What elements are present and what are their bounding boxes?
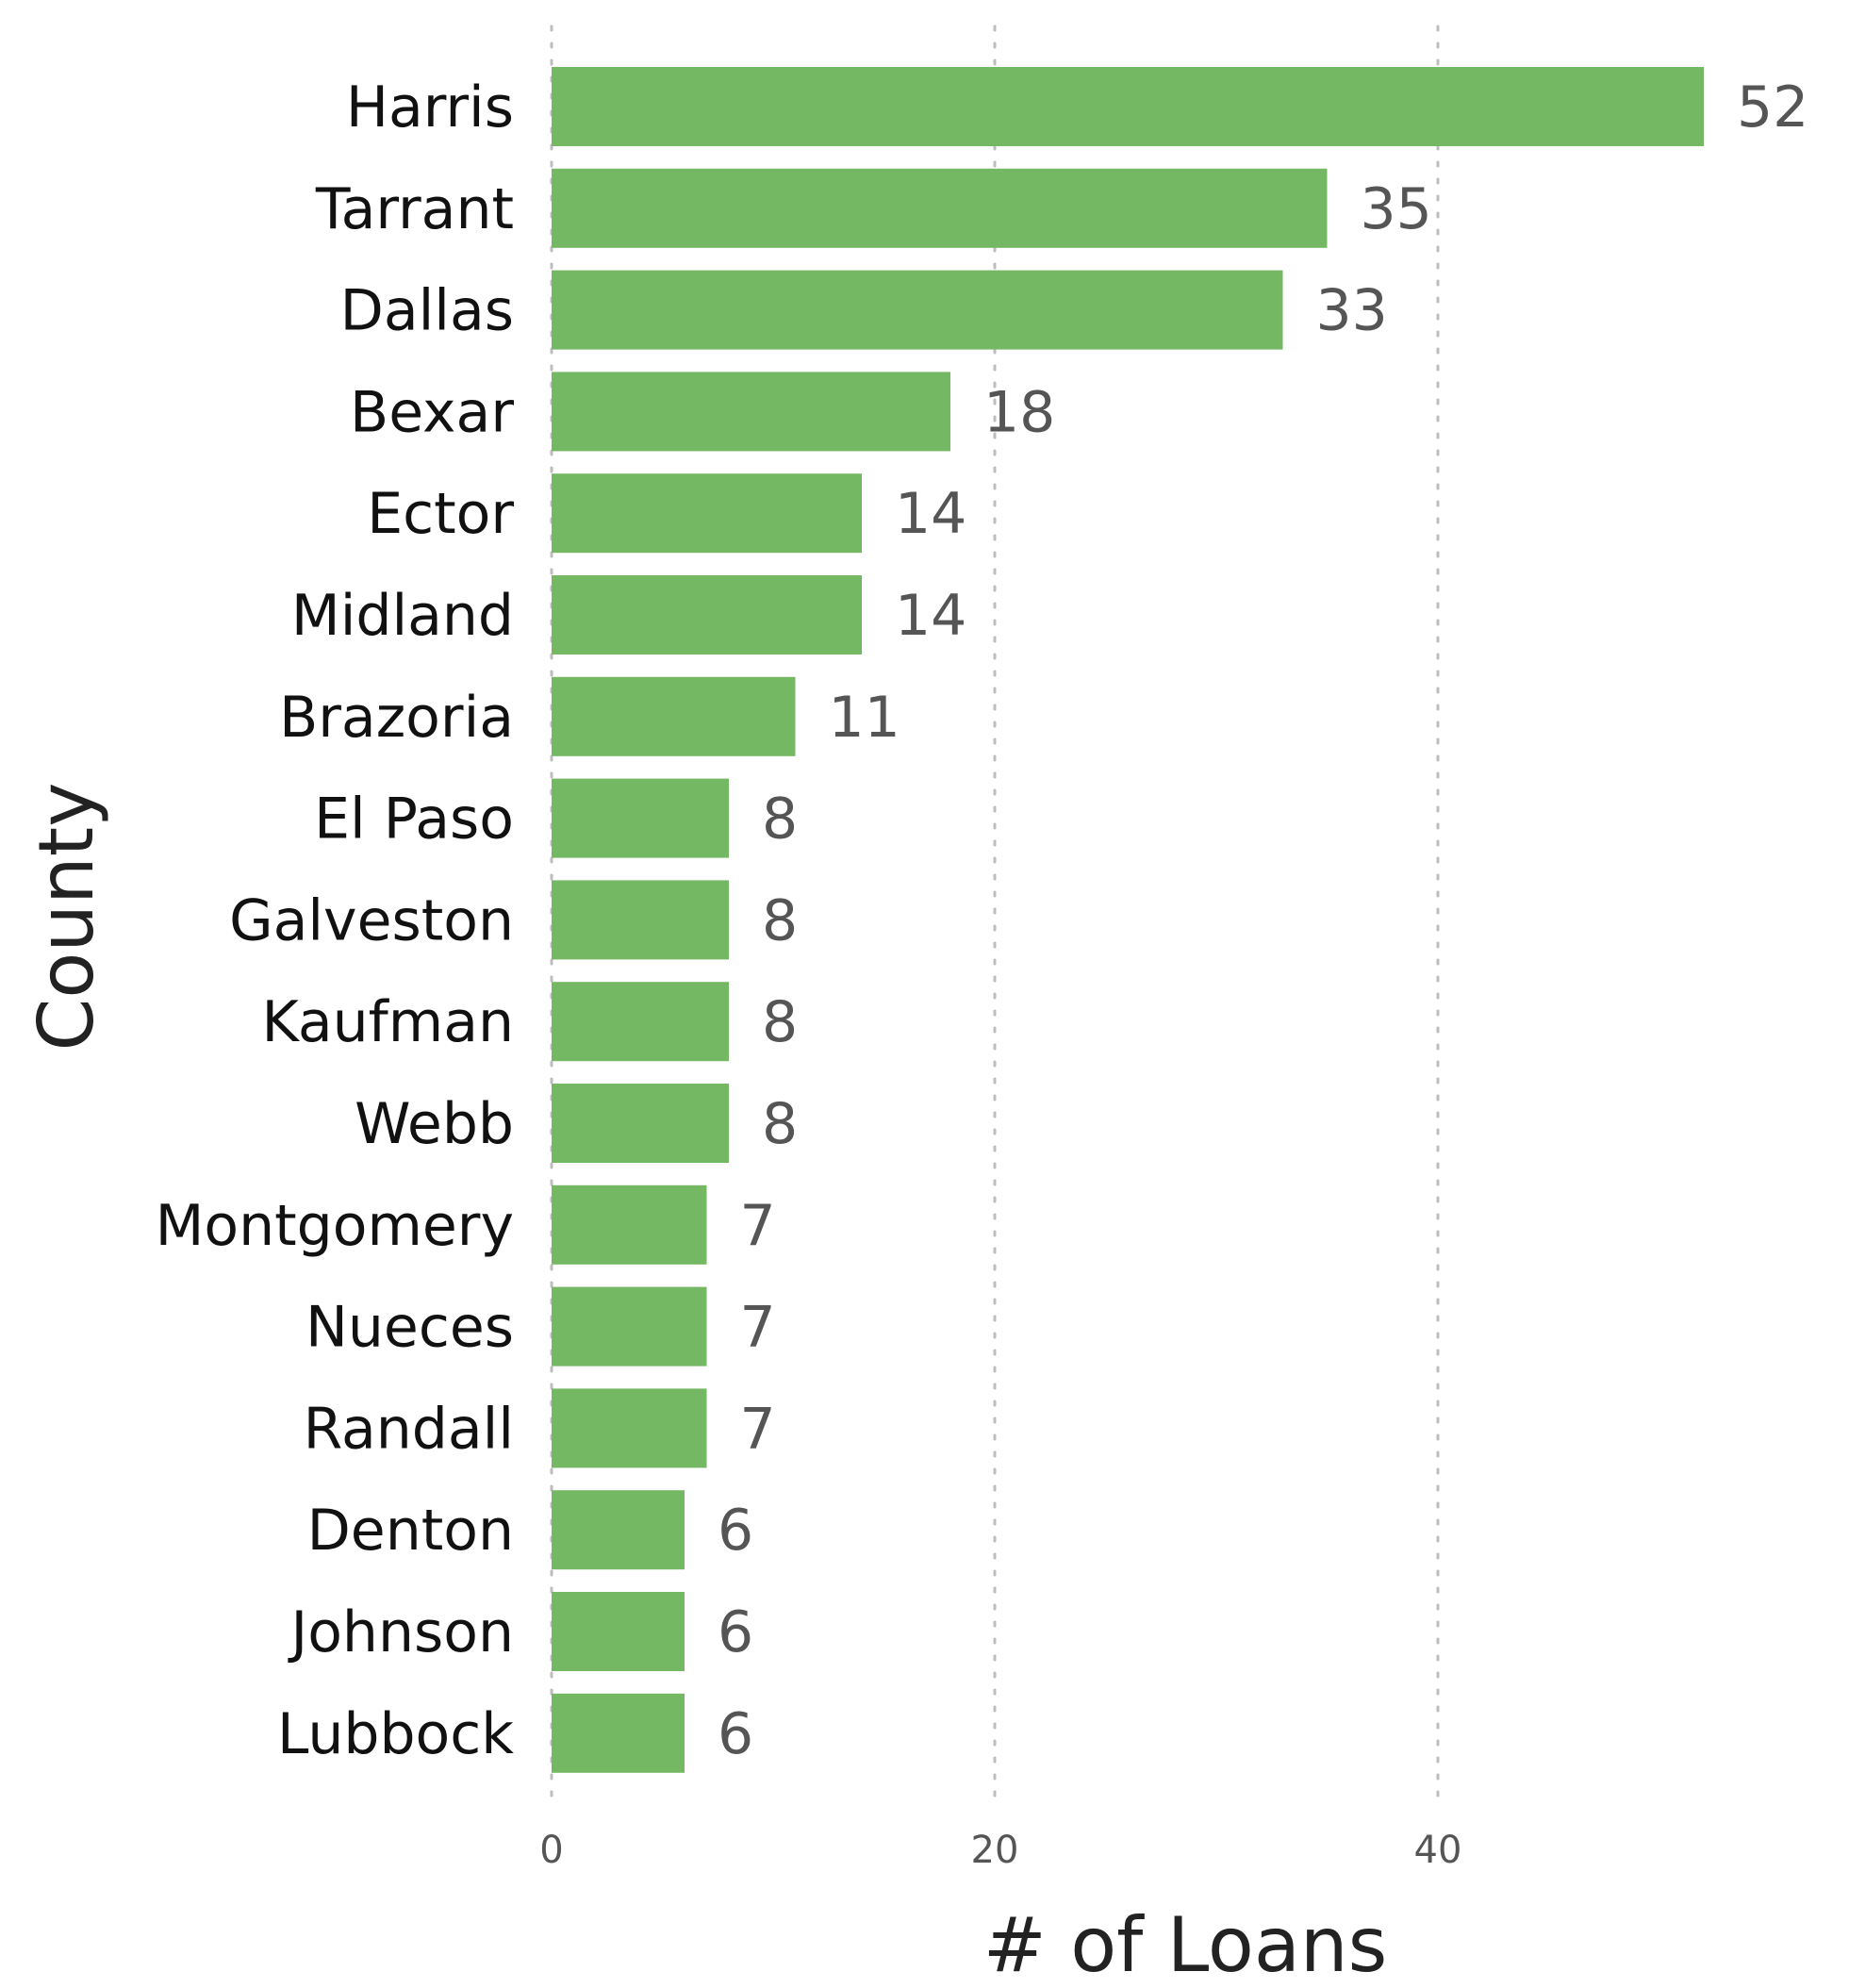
bar-webb — [552, 1084, 729, 1163]
value-label: 52 — [1737, 75, 1808, 141]
bar-harris — [552, 67, 1704, 146]
category-label: Lubbock — [277, 1701, 514, 1767]
x-tick-labels: 0 20 40 — [539, 1829, 1461, 1872]
bar-lubbock — [552, 1693, 685, 1773]
bar-el-paso — [552, 778, 729, 858]
bar-galveston — [552, 880, 729, 960]
value-label: 7 — [740, 1295, 776, 1361]
bars — [552, 67, 1704, 1773]
bar-montgomery — [552, 1185, 707, 1265]
category-label: Kaufman — [262, 989, 514, 1055]
category-label: Denton — [307, 1498, 514, 1564]
category-label: Nueces — [305, 1295, 514, 1361]
category-label: Webb — [355, 1091, 514, 1157]
value-label: 8 — [762, 1091, 798, 1157]
value-label: 6 — [718, 1498, 753, 1564]
bar-ector — [552, 473, 862, 554]
category-label: El Paso — [314, 787, 514, 853]
category-label: Midland — [291, 583, 514, 649]
value-label: 8 — [762, 887, 798, 953]
bar-denton — [552, 1490, 685, 1570]
bar-midland — [552, 575, 862, 654]
value-label: 14 — [895, 583, 966, 649]
value-label: 11 — [829, 685, 900, 751]
value-label: 35 — [1361, 176, 1432, 242]
bar-bexar — [552, 372, 950, 452]
value-label: 14 — [895, 481, 966, 547]
value-label: 8 — [762, 989, 798, 1055]
bar-nueces — [552, 1286, 707, 1367]
category-label: Montgomery — [156, 1193, 514, 1259]
x-tick-label: 20 — [971, 1829, 1019, 1872]
value-label: 6 — [718, 1599, 753, 1665]
x-tick-label: 0 — [539, 1829, 563, 1872]
category-labels: Harris Tarrant Dallas Bexar Ector Midland Braz… — [156, 75, 515, 1767]
category-label: Brazoria — [279, 685, 514, 751]
y-axis-title: County — [23, 783, 110, 1052]
bar-kaufman — [552, 982, 729, 1062]
category-label: Galveston — [229, 887, 514, 953]
value-label: 18 — [983, 379, 1055, 445]
category-label: Harris — [346, 75, 514, 141]
category-label: Dallas — [340, 278, 514, 344]
value-labels: 52 35 33 18 14 14 11 8 8 8 8 7 7 7 6 6 6 — [718, 75, 1808, 1767]
category-label: Ector — [367, 481, 514, 547]
category-label: Tarrant — [315, 176, 514, 242]
value-label: 7 — [740, 1193, 776, 1259]
bar-johnson — [552, 1592, 685, 1671]
bar-tarrant — [552, 168, 1328, 248]
bar-brazoria — [552, 676, 796, 756]
value-label: 7 — [740, 1396, 776, 1462]
value-label: 33 — [1316, 278, 1388, 344]
bar-randall — [552, 1388, 707, 1468]
x-axis-title: # of Loans — [983, 1901, 1388, 1988]
value-label: 6 — [718, 1701, 753, 1767]
category-label: Bexar — [350, 379, 514, 445]
category-label: Johnson — [288, 1599, 514, 1665]
x-tick-label: 40 — [1414, 1829, 1462, 1872]
category-label: Randall — [304, 1396, 514, 1462]
bar-dallas — [552, 270, 1283, 350]
value-label: 8 — [762, 787, 798, 853]
